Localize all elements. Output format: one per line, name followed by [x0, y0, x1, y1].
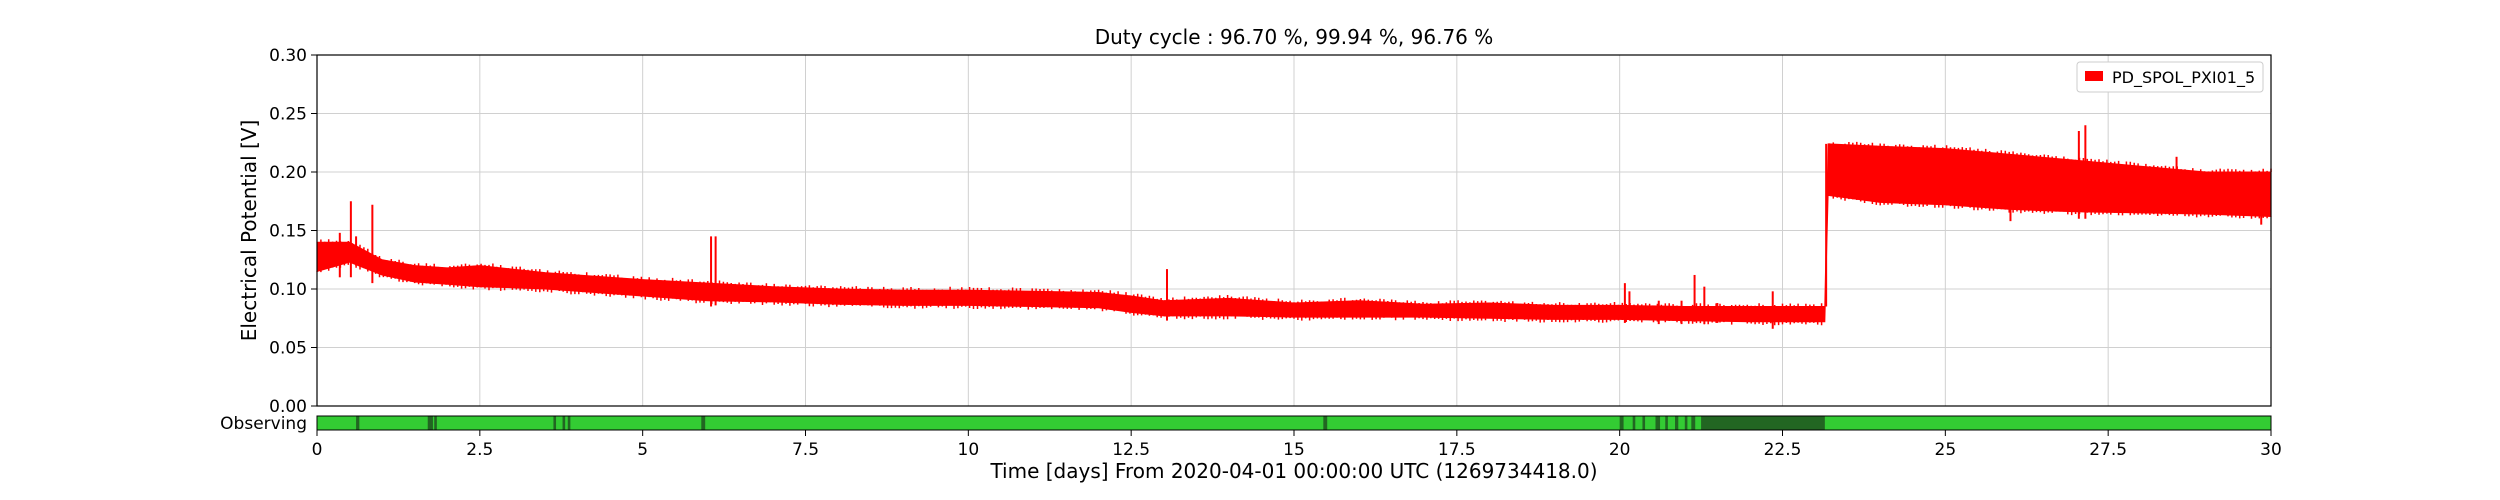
y-tick-label: 0.00: [269, 397, 307, 417]
y-tick-label: 0.10: [269, 280, 307, 300]
x-tick-label: 10: [958, 440, 980, 460]
y-tick-label: 0.05: [269, 339, 307, 359]
x-tick-label: 27.5: [2089, 440, 2127, 460]
observing-off-segment: [1642, 416, 1646, 430]
x-tick-label: 17.5: [1438, 440, 1476, 460]
y-tick-label: 0.15: [269, 222, 307, 242]
observing-off-segment: [1323, 416, 1328, 430]
y-tick-label: 0.25: [269, 105, 307, 125]
x-tick-label: 12.5: [1112, 440, 1150, 460]
x-tick-label: 5: [637, 440, 648, 460]
observing-off-segment: [1655, 416, 1661, 430]
observing-off-segment: [1665, 416, 1668, 430]
y-axis-label: Electrical Potential [V]: [237, 120, 261, 342]
grid-lines: [316, 54, 2272, 407]
observing-on-segment: [317, 416, 2271, 430]
y-axis-ticks: 0.00 0.05 0.10 0.15 0.20 0.25 0.30: [269, 46, 317, 417]
x-tick-label: 15: [1283, 440, 1305, 460]
observing-off-segment: [1632, 416, 1636, 430]
x-tick-label: 20: [1609, 440, 1631, 460]
observing-off-segment: [434, 416, 437, 430]
x-tick-label: 22.5: [1764, 440, 1802, 460]
legend-entry-pd-spol-pxi01-5: PD_SPOL_PXI01_5: [2112, 68, 2255, 88]
x-tick-label: 2.5: [466, 440, 493, 460]
legend-box: [2076, 61, 2264, 93]
x-axis-ticks: 0 2.5 5 7.5 10 12.5 15 17.5 20 22.5 25 27.5 30: [312, 430, 2282, 460]
x-tick-label: 7.5: [792, 440, 819, 460]
observing-off-segment: [427, 416, 433, 430]
observing-label: Observing: [220, 414, 307, 434]
observing-off-segment: [1701, 416, 1825, 430]
observing-off-segment: [567, 416, 571, 430]
legend: PD_SPOL_PXI01_5: [2076, 61, 2264, 93]
observing-off-segment: [1691, 416, 1696, 430]
observing-off-segment: [562, 416, 566, 430]
observing-off-segment: [1619, 416, 1624, 430]
x-tick-label: 0: [312, 440, 323, 460]
observing-off-segment: [701, 416, 706, 430]
chart-title: Duty cycle : 96.70 %, 99.94 %, 96.76 %: [1095, 25, 1494, 49]
legend-swatch: [2085, 71, 2103, 81]
y-tick-label: 0.30: [269, 46, 307, 66]
observing-off-segment: [553, 416, 557, 430]
observing-off-segment: [1675, 416, 1679, 430]
observing-off-segment: [1684, 416, 1688, 430]
x-tick-label: 25: [1935, 440, 1957, 460]
y-tick-label: 0.20: [269, 163, 307, 183]
observing-off-segment: [356, 416, 360, 430]
observing-bar-frame: [316, 415, 2272, 431]
observing-state-bar: [316, 415, 2272, 431]
x-axis-label: Time [days] From 2020-04-01 00:00:00 UTC…: [989, 459, 1597, 483]
x-tick-label: 30: [2260, 440, 2282, 460]
